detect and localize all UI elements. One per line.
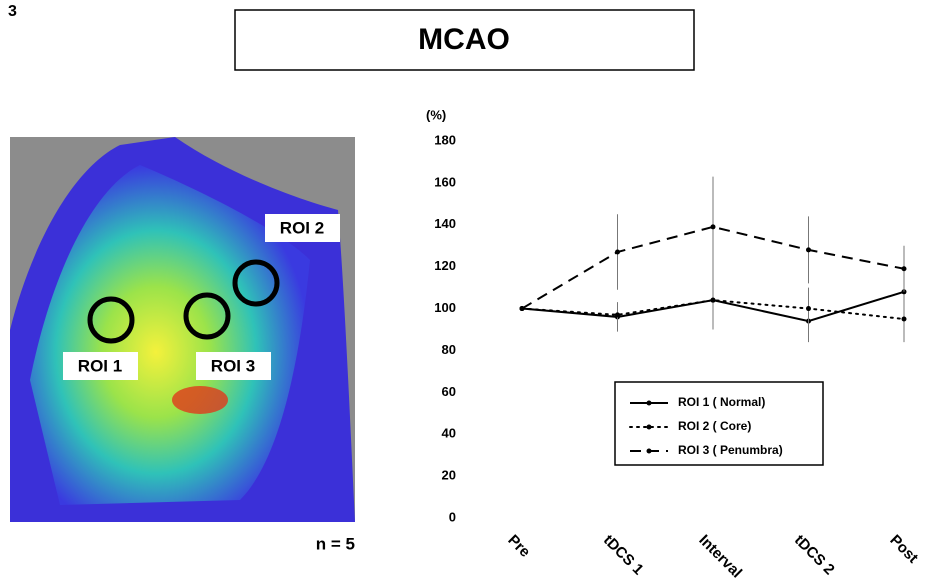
legend-marker (646, 400, 652, 406)
series-line (521, 225, 905, 310)
x-tick-label: Post (886, 532, 921, 567)
roi-label: ROI 1 (78, 356, 122, 375)
series-line (521, 299, 905, 321)
marker (806, 247, 811, 253)
marker (615, 312, 620, 318)
y-tick-label: 60 (442, 384, 456, 399)
marker (615, 249, 620, 255)
y-tick-label: 160 (434, 174, 456, 189)
legend-label: ROI 3 ( Penumbra) (678, 443, 783, 457)
marker (901, 266, 907, 272)
sample-size: n = 5 (316, 534, 355, 553)
roi-label: ROI 3 (211, 356, 255, 375)
flow-image: ROI 1 ROI 2 ROI 3 (10, 137, 355, 522)
roi-circle (87, 296, 135, 344)
marker (710, 297, 716, 303)
roi-circle (183, 292, 231, 340)
marker (519, 306, 525, 312)
x-tick-label: tDCS 2 (791, 532, 838, 579)
tissue-core (30, 165, 310, 505)
roi-circle (232, 259, 280, 307)
y-axis-label: (%) (426, 107, 446, 122)
label-box (265, 214, 340, 242)
label-box (63, 352, 138, 380)
chart-title: MCAO (418, 23, 510, 56)
hot-spot (172, 386, 228, 414)
legend-marker (646, 424, 652, 430)
marker (806, 306, 811, 312)
title-box (234, 9, 695, 71)
y-tick-label: 40 (442, 426, 456, 441)
y-tick-label: 20 (442, 468, 456, 483)
legend-label: ROI 2 ( Core) (678, 419, 751, 433)
y-tick-label: 0 (449, 509, 456, 524)
legend-label: ROI 1 ( Normal) (678, 395, 765, 409)
y-tick-label: 120 (434, 258, 456, 273)
y-tick-label: 180 (434, 132, 456, 147)
x-tick-label: tDCS 1 (600, 532, 647, 579)
label-box (196, 352, 271, 380)
y-tick-label: 140 (434, 216, 456, 231)
y-tick-label: 100 (434, 300, 456, 315)
roi-label: ROI 2 (280, 218, 324, 237)
marker (710, 224, 716, 230)
panel-label: 3 (8, 3, 17, 20)
legend-marker (646, 448, 652, 454)
y-tick-label: 80 (442, 342, 456, 357)
x-tick-label: Interval (695, 532, 745, 582)
x-tick-label: Pre (504, 532, 533, 561)
marker (901, 316, 907, 322)
